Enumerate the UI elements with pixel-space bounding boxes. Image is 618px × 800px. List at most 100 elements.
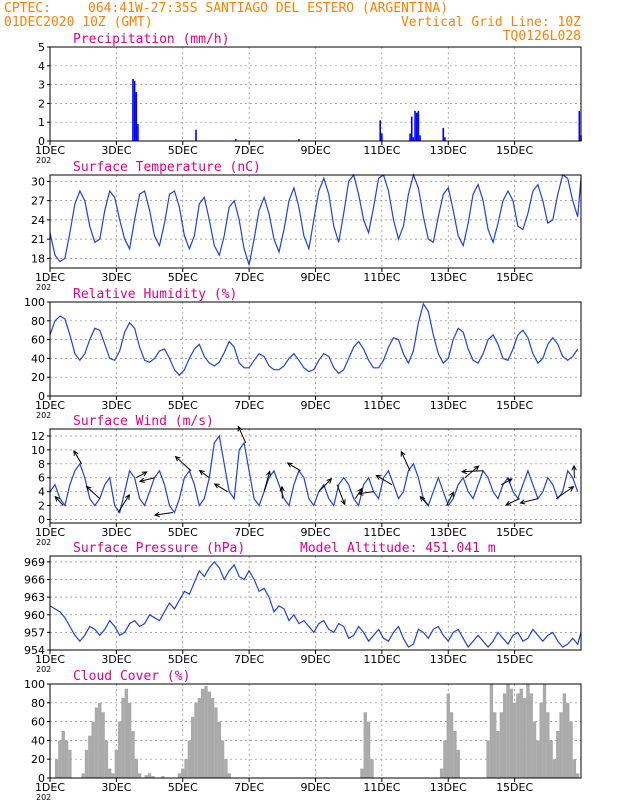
bar xyxy=(456,749,460,778)
x-tick-label: 7DEC xyxy=(234,781,264,794)
bar xyxy=(224,759,228,778)
bar xyxy=(360,768,364,778)
bar xyxy=(217,721,221,778)
bar xyxy=(575,773,580,778)
series-line xyxy=(49,434,579,515)
x-tick-label: 11DEC xyxy=(363,526,400,539)
x-tick-label: 1DEC xyxy=(35,526,65,539)
wind-arrow-15 xyxy=(336,484,346,505)
bar xyxy=(526,684,530,778)
y-tick-label: 12 xyxy=(31,430,45,443)
bar xyxy=(81,773,85,778)
panel-title: Relative Humidity (%) xyxy=(73,287,237,302)
bar xyxy=(499,712,504,778)
wind-arrowhead-14 xyxy=(326,477,333,484)
bar xyxy=(542,684,547,778)
panel-2: Relative Humidity (%) 0 20 40 60 80 100 1DEC 3DE… xyxy=(24,287,582,420)
y-tick-label: 100 xyxy=(24,678,45,691)
x-tick-label: 11DEC xyxy=(363,399,400,412)
y-tick-label: 966 xyxy=(24,574,45,587)
bar xyxy=(419,135,421,141)
bar xyxy=(195,129,197,141)
wind-arrow-20 xyxy=(419,496,429,506)
x-tick-label: 1DEC xyxy=(35,781,65,794)
wind-arrowhead-26 xyxy=(519,499,526,505)
x-tick-label: 13DEC xyxy=(430,399,467,412)
bar xyxy=(204,685,208,778)
x-tick-label: 11DEC xyxy=(363,144,400,157)
y-tick-label: 60 xyxy=(31,716,45,729)
x-tick-label: 3DEC xyxy=(101,144,131,157)
bar xyxy=(493,712,497,778)
wind-arrowhead-17 xyxy=(357,490,364,496)
bar xyxy=(197,698,202,778)
x-axis-year-label: 202 xyxy=(36,411,51,420)
bar xyxy=(214,707,218,778)
x-tick-label: 15DEC xyxy=(496,781,533,794)
y-tick-label: 100 xyxy=(24,296,45,309)
panel-0: Precipitation (mm/h) 0 1 2 3 4 5 1DEC 3DEC 5DEC 7D… xyxy=(35,32,582,165)
x-axis-year-label: 202 xyxy=(36,665,51,674)
bar xyxy=(54,759,59,778)
bar xyxy=(446,693,450,778)
y-tick-label: 10 xyxy=(31,444,45,457)
wind-arrow-27 xyxy=(555,486,574,500)
y-tick-label: 4 xyxy=(38,486,45,499)
x-axis-year-label: 202 xyxy=(36,538,51,547)
bar xyxy=(137,773,142,778)
x-tick-label: 3DEC xyxy=(101,653,131,666)
y-tick-label: 40 xyxy=(31,352,45,365)
bar xyxy=(177,773,182,778)
x-tick-label: 7DEC xyxy=(234,526,264,539)
x-tick-label: 9DEC xyxy=(300,781,330,794)
wind-arrow-8 xyxy=(199,470,210,479)
y-tick-label: 6 xyxy=(38,472,45,485)
bar xyxy=(519,688,523,778)
wind-arrowhead-25 xyxy=(505,500,512,506)
bar xyxy=(415,112,418,141)
bar xyxy=(506,684,510,778)
series-line xyxy=(49,560,582,649)
wind-arrowhead-9 xyxy=(213,483,220,489)
panel-5: Cloud Cover (%) 0 20 40 60 80 100 1DEC 3DEC 5DEC 7… xyxy=(24,669,582,800)
wind-arrowhead-27 xyxy=(568,486,575,492)
bar xyxy=(68,749,72,778)
bar xyxy=(496,731,500,778)
panel-title: Cloud Cover (%) xyxy=(73,669,190,684)
bar xyxy=(529,693,533,778)
panel-title: Precipitation (mm/h) xyxy=(73,32,230,47)
bar xyxy=(516,693,520,778)
y-tick-label: 40 xyxy=(31,734,45,747)
x-tick-label: 9DEC xyxy=(300,399,330,412)
wind-arrowhead-15 xyxy=(340,499,346,506)
wind-arrowhead-4 xyxy=(141,471,148,477)
y-tick-label: 0 xyxy=(38,772,45,785)
bar xyxy=(381,133,383,141)
panel-title: Surface Wind (m/s) xyxy=(73,414,214,429)
x-tick-label: 5DEC xyxy=(168,399,198,412)
bar xyxy=(200,688,205,778)
bar xyxy=(549,740,553,778)
y-tick-label: 20 xyxy=(31,371,45,384)
x-tick-label: 7DEC xyxy=(234,271,264,284)
x-tick-label: 3DEC xyxy=(101,271,131,284)
bar xyxy=(151,776,155,778)
bar xyxy=(414,110,416,141)
x-tick-label: 9DEC xyxy=(300,526,330,539)
x-tick-label: 11DEC xyxy=(363,653,400,666)
x-tick-label: 11DEC xyxy=(363,781,400,794)
wind-arrowhead-5 xyxy=(138,477,145,483)
panel-1: Surface Temperature (nC) 18 21 24 27 30 1DEC 3D… xyxy=(31,160,582,292)
wind-arrowhead-20 xyxy=(419,495,426,502)
bar xyxy=(486,740,490,778)
y-tick-label: 954 xyxy=(24,644,45,657)
wind-arrow-23 xyxy=(462,470,484,473)
bar xyxy=(64,740,69,778)
y-tick-label: 24 xyxy=(31,214,45,227)
bar xyxy=(194,702,198,778)
wind-arrow-0 xyxy=(54,496,64,506)
bar xyxy=(532,721,537,778)
wind-arrowhead-2 xyxy=(85,485,92,492)
bar xyxy=(409,133,411,141)
